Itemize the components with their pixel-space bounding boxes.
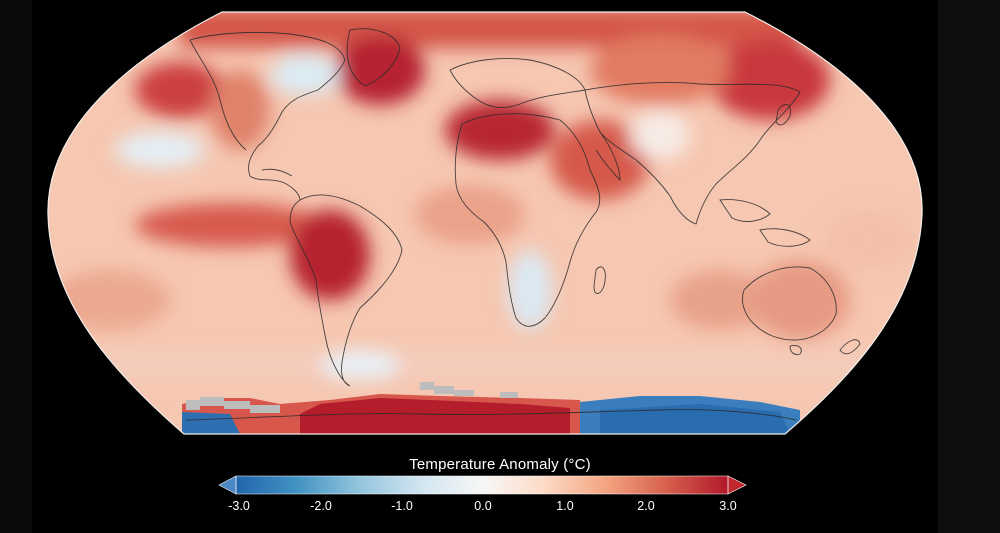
colorbar	[218, 475, 747, 495]
tick-label: -1.0	[391, 499, 413, 513]
tick-label: 3.0	[719, 499, 737, 513]
anomaly-blobs	[50, 12, 915, 380]
tick-label: -2.0	[310, 499, 332, 513]
colorbar-max-arrow-icon	[727, 475, 747, 495]
coastlines	[185, 28, 861, 421]
legend-title: Temperature Anomaly (°C)	[409, 456, 591, 473]
colorbar-gradient	[236, 476, 728, 494]
colorbar-min-arrow-icon	[218, 475, 237, 495]
right-margin	[938, 0, 1000, 533]
tick-label: 1.0	[556, 499, 574, 513]
no-data-cells	[186, 382, 518, 413]
anomaly-field	[47, 12, 923, 434]
tick-label: 0.0	[474, 499, 492, 513]
tick-label: -3.0	[228, 499, 250, 513]
tick-label: 2.0	[637, 499, 655, 513]
